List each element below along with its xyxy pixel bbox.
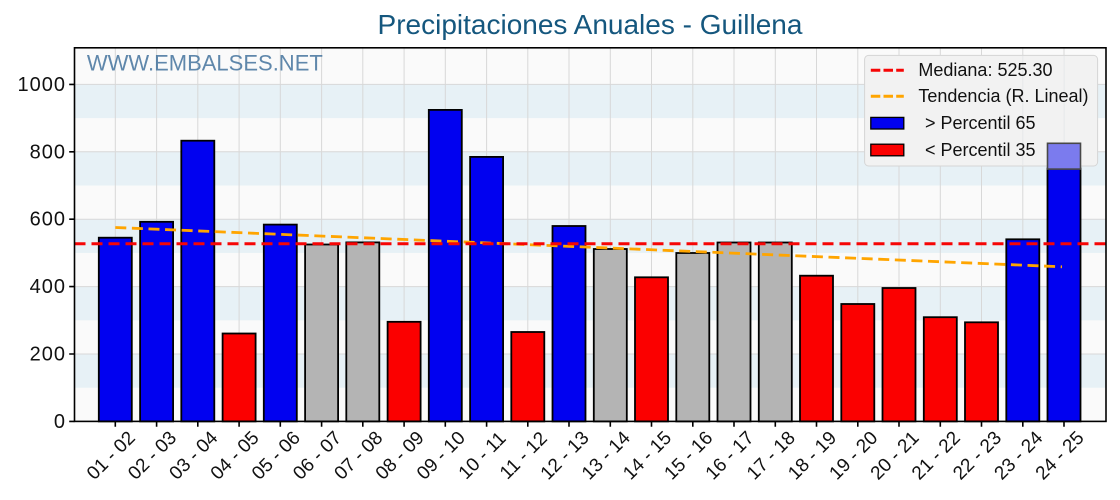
svg-text:Precipitaciones Anuales - Guil: Precipitaciones Anuales - Guillena <box>378 9 803 40</box>
svg-text:Tendencia (R. Lineal): Tendencia (R. Lineal) <box>918 86 1088 106</box>
svg-text:800: 800 <box>30 141 66 163</box>
svg-text:Mediana: 525.30: Mediana: 525.30 <box>918 60 1052 80</box>
svg-text:200: 200 <box>30 344 66 366</box>
svg-text:600: 600 <box>30 209 66 231</box>
svg-text:400: 400 <box>30 276 66 298</box>
svg-text:0: 0 <box>54 411 66 433</box>
svg-text:< Percentil 35: < Percentil 35 <box>925 140 1036 160</box>
svg-text:> Percentil 65: > Percentil 65 <box>925 113 1036 133</box>
svg-text:1000: 1000 <box>18 74 67 96</box>
svg-text:WWW.EMBALSES.NET: WWW.EMBALSES.NET <box>87 50 323 75</box>
